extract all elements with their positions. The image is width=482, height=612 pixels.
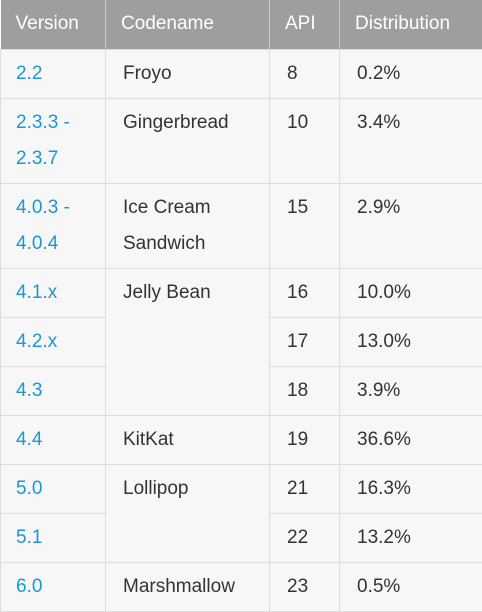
version-cell: 5.1: [1, 513, 106, 562]
column-header: Codename: [106, 0, 270, 49]
distribution-cell: 13.0%: [340, 317, 482, 366]
codename-cell: Lollipop: [106, 464, 270, 562]
version-cell: 5.0: [1, 464, 106, 513]
version-cell: 4.1.x: [1, 268, 106, 317]
distribution-cell: 13.2%: [340, 513, 482, 562]
api-cell: 10: [270, 98, 340, 183]
distribution-cell: 0.2%: [340, 49, 482, 98]
distribution-cell: 36.6%: [340, 415, 482, 464]
codename-cell: Ice Cream Sandwich: [106, 183, 270, 268]
version-cell: 2.3.3 - 2.3.7: [1, 98, 106, 183]
distribution-cell: 0.5%: [340, 562, 482, 611]
codename-cell: Froyo: [106, 49, 270, 98]
api-cell: 21: [270, 464, 340, 513]
api-cell: 23: [270, 562, 340, 611]
version-cell: 4.0.3 - 4.0.4: [1, 183, 106, 268]
version-cell: 2.2: [1, 49, 106, 98]
api-cell: 16: [270, 268, 340, 317]
version-cell: 4.3: [1, 366, 106, 415]
version-cell: 6.0: [1, 562, 106, 611]
version-cell: 4.2.x: [1, 317, 106, 366]
version-cell: 4.4: [1, 415, 106, 464]
api-cell: 17: [270, 317, 340, 366]
codename-cell: Gingerbread: [106, 98, 270, 183]
codename-cell: Jelly Bean: [106, 268, 270, 415]
codename-cell: Marshmallow: [106, 562, 270, 611]
column-header: Version: [1, 0, 106, 49]
distribution-cell: 2.9%: [340, 183, 482, 268]
api-cell: 15: [270, 183, 340, 268]
api-cell: 18: [270, 366, 340, 415]
distribution-cell: 3.4%: [340, 98, 482, 183]
api-cell: 22: [270, 513, 340, 562]
distribution-cell: 10.0%: [340, 268, 482, 317]
codename-cell: KitKat: [106, 415, 270, 464]
api-cell: 8: [270, 49, 340, 98]
api-cell: 19: [270, 415, 340, 464]
column-header: API: [270, 0, 340, 49]
column-header: Distribution: [340, 0, 482, 49]
distribution-cell: 16.3%: [340, 464, 482, 513]
distribution-cell: 3.9%: [340, 366, 482, 415]
